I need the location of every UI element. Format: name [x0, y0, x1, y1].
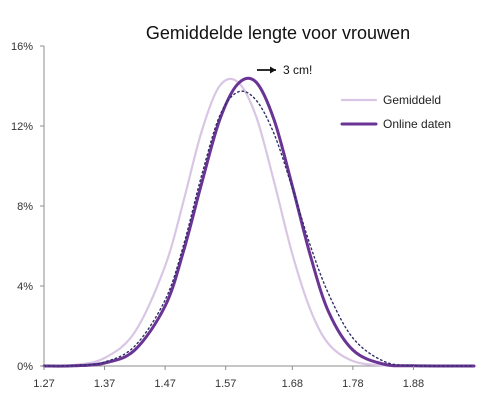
shift-arrow-head-icon: [270, 66, 276, 74]
y-tick-label: 16%: [11, 41, 33, 53]
x-tick-label: 1.68: [282, 378, 303, 390]
legend-label: Online daten: [383, 117, 451, 131]
shift-annotation: 3 cm!: [257, 63, 312, 77]
y-tick-label: 4%: [17, 281, 33, 293]
y-tick-label: 12%: [11, 121, 33, 133]
x-tick-label: 1.37: [94, 378, 115, 390]
x-tick-label: 1.47: [154, 378, 175, 390]
y-axis-ticks: 0% 4% 8% 12% 16%: [11, 41, 44, 373]
series-line-dotted-reference: [43, 90, 475, 367]
legend-label: Gemiddeld: [383, 93, 441, 107]
x-tick-label: 1.57: [215, 378, 236, 390]
x-tick-label: 1.88: [403, 378, 424, 390]
legend: Gemiddeld Online daten: [340, 93, 451, 131]
plot-area: [42, 46, 476, 368]
series-line-online-daten: [42, 76, 476, 368]
y-tick-label: 8%: [17, 201, 33, 213]
series-line-gemiddeld: [42, 77, 476, 368]
x-tick-label: 1.27: [33, 378, 54, 390]
y-tick-label: 0%: [17, 361, 33, 373]
shift-annotation-text: 3 cm!: [283, 63, 312, 77]
chart-title: Gemiddelde lengte voor vrouwen: [146, 23, 410, 43]
x-axis-ticks: 1.27 1.37 1.47 1.57 1.68 1.78 1.88: [33, 366, 424, 390]
x-tick-label: 1.78: [342, 378, 363, 390]
